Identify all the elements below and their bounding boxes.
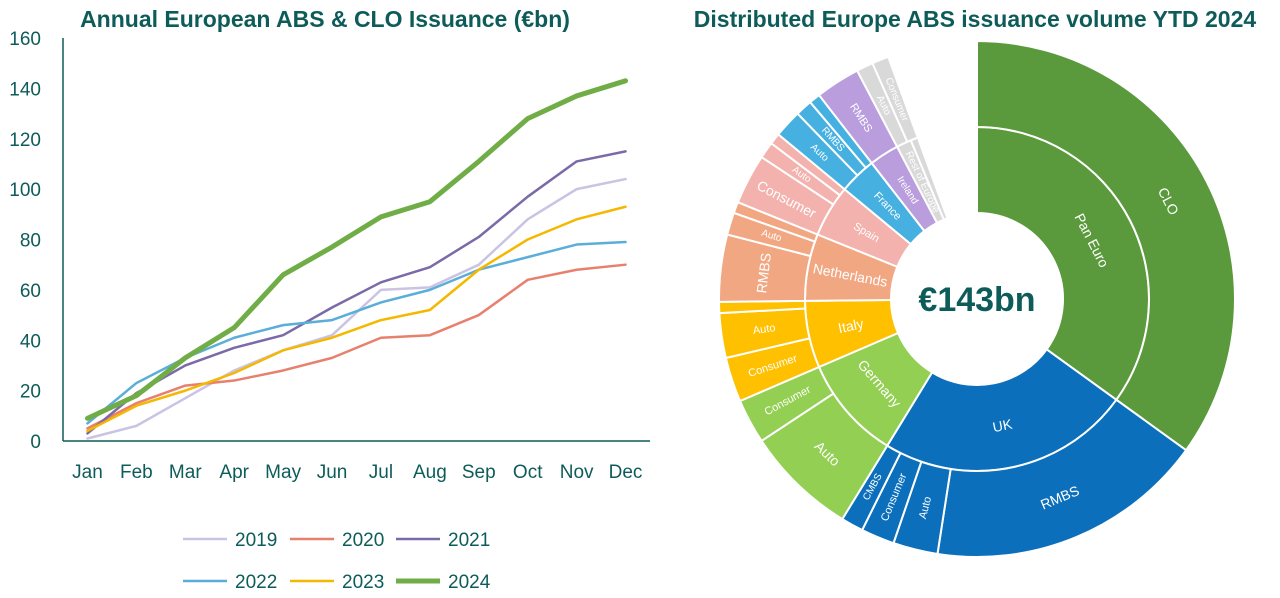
outer-ring-segment-clo bbox=[976, 39, 1236, 452]
center-total-label: €143bn bbox=[918, 281, 1035, 319]
x-tick-label: Sep bbox=[462, 462, 496, 483]
x-tick-label: Aug bbox=[413, 462, 447, 483]
y-tick-label: 60 bbox=[20, 281, 41, 302]
legend-label-2019: 2019 bbox=[235, 530, 277, 551]
x-tick-label: Dec bbox=[609, 462, 643, 483]
y-tick-label: 100 bbox=[9, 180, 41, 201]
legend-label-2024: 2024 bbox=[448, 572, 491, 593]
legend-label-2020: 2020 bbox=[342, 530, 384, 551]
x-tick-label: Oct bbox=[513, 462, 543, 483]
line-chart-panel: Annual European ABS & CLO Issuance (€bn)… bbox=[9, 6, 650, 593]
series-line-2021 bbox=[86, 150, 627, 435]
x-tick-label: Jun bbox=[317, 462, 348, 483]
x-tick-label: Jul bbox=[369, 462, 393, 483]
legend-label-2021: 2021 bbox=[448, 530, 490, 551]
series-line-2020 bbox=[86, 263, 627, 430]
series-line-2024 bbox=[84, 78, 629, 421]
sunburst-chart-title: Distributed Europe ABS issuance volume Y… bbox=[693, 6, 1257, 32]
line-chart: 0 20 40 60 80 100 120 140 160 Jan Feb Mar Apr May Jun J… bbox=[9, 29, 650, 593]
legend-label-2022: 2022 bbox=[235, 572, 277, 593]
y-tick-label: 120 bbox=[9, 130, 41, 151]
x-tick-label: Mar bbox=[169, 462, 202, 483]
outer-ring-label-rmbs: RMBS bbox=[753, 252, 774, 294]
sunburst-chart: Pan EuroUKGermanyItalyNetherlandsSpainFr… bbox=[718, 39, 1236, 558]
x-tick-label: Nov bbox=[560, 462, 594, 483]
series-line-2019 bbox=[86, 177, 627, 440]
outer-ring-label-auto: Auto bbox=[752, 322, 776, 337]
y-tick-label: 20 bbox=[20, 382, 41, 403]
y-tick-label: 40 bbox=[20, 331, 41, 352]
y-tick-label: 0 bbox=[30, 432, 41, 453]
x-tick-label: Jan bbox=[72, 462, 103, 483]
outer-ring-label-auto: Auto bbox=[917, 495, 934, 520]
y-tick-label: 160 bbox=[9, 29, 41, 50]
x-tick-label: Feb bbox=[120, 462, 153, 483]
y-tick-label: 140 bbox=[9, 79, 41, 100]
line-chart-title: Annual European ABS & CLO Issuance (€bn) bbox=[80, 6, 570, 32]
x-tick-label: May bbox=[265, 462, 301, 483]
series-line-2023 bbox=[86, 205, 627, 433]
inner-ring-label-italy: Italy bbox=[837, 315, 865, 336]
inner-ring-label-uk: UK bbox=[991, 416, 1014, 436]
y-tick-label: 80 bbox=[20, 231, 41, 252]
x-tick-label: Apr bbox=[219, 462, 249, 483]
outer-ring-segment-consumer bbox=[871, 55, 920, 144]
legend-label-2023: 2023 bbox=[342, 572, 384, 593]
sunburst-chart-panel: Distributed Europe ABS issuance volume Y… bbox=[670, 0, 1280, 598]
